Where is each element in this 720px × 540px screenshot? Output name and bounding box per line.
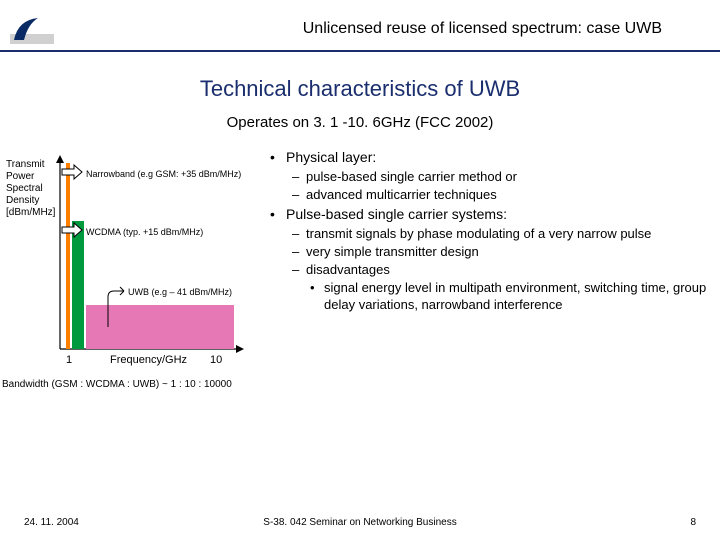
- footer-date: 24. 11. 2004: [24, 517, 79, 528]
- content-row: Transmit Power Spectral Density [dBm/MHz…: [0, 141, 720, 414]
- header-rule: [0, 50, 720, 52]
- bullet-pulse-method: pulse-based single carrier method or: [266, 169, 716, 185]
- bullet-pulse-systems: Pulse-based single carrier systems:: [266, 206, 716, 222]
- slide-header: Unlicensed reuse of licensed spectrum: c…: [0, 0, 720, 48]
- ylabel-1: Transmit: [6, 159, 45, 170]
- xlabel: Frequency/GHz: [110, 354, 187, 366]
- xtick-1: 1: [66, 354, 72, 366]
- bullet-multicarrier: advanced multicarrier techniques: [266, 187, 716, 203]
- bar-wcdma: [72, 221, 84, 349]
- chart-area: Transmit Power Spectral Density [dBm/MHz…: [0, 141, 260, 414]
- footer-seminar: S-38. 042 Seminar on Networking Business: [0, 517, 720, 528]
- bullet-simple-tx: very simple transmitter design: [266, 244, 716, 260]
- header-title: Unlicensed reuse of licensed spectrum: c…: [72, 20, 716, 38]
- bullet-list: Physical layer: pulse-based single carri…: [260, 141, 720, 414]
- bw-caption: Bandwidth (GSM : WCDMA : UWB) ~ 1 : 10 :…: [2, 379, 232, 390]
- bar-narrowband: [66, 163, 70, 349]
- legend-wcdma: WCDMA (typ. +15 dBm/MHz): [86, 227, 203, 237]
- ylabel-3: Spectral: [6, 183, 43, 194]
- ylabel-4: Density: [6, 195, 39, 206]
- slide-footer: 24. 11. 2004 S-38. 042 Seminar on Networ…: [0, 517, 720, 528]
- arrow-narrow: [62, 165, 82, 179]
- logo: [10, 14, 54, 44]
- spectrum-chart: Transmit Power Spectral Density [dBm/MHz…: [0, 149, 260, 409]
- slide-title: Technical characteristics of UWB: [0, 76, 720, 102]
- xtick-10: 10: [210, 354, 222, 366]
- bullet-signal-energy: signal energy level in multipath environ…: [266, 280, 716, 313]
- y-axis-arrow: [56, 155, 64, 163]
- footer-page: 8: [690, 517, 696, 528]
- ylabel-5: [dBm/MHz]: [6, 207, 56, 218]
- slide-subtitle: Operates on 3. 1 -10. 6GHz (FCC 2002): [0, 114, 720, 131]
- legend-uwb: UWB (e.g – 41 dBm/MHz): [128, 287, 232, 297]
- bullet-disadvantages: disadvantages: [266, 262, 716, 278]
- x-axis-arrow: [236, 345, 244, 353]
- legend-narrow: Narrowband (e.g GSM: +35 dBm/MHz): [86, 169, 241, 179]
- ylabel-2: Power: [6, 171, 35, 182]
- bullet-physical-layer: Physical layer:: [266, 149, 716, 165]
- bullet-transmit: transmit signals by phase modulating of …: [266, 226, 716, 242]
